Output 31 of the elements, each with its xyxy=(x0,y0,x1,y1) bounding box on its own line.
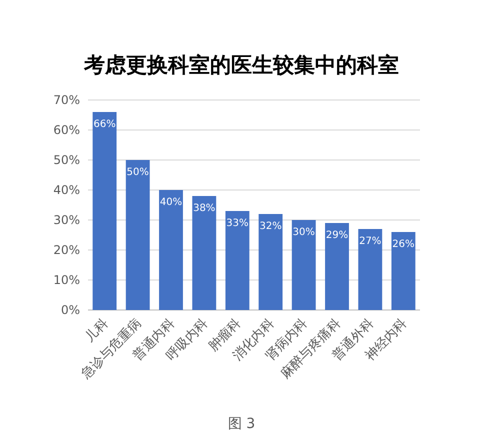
y-tick-label: 40% xyxy=(53,183,80,197)
x-tick-label: 儿科 xyxy=(82,316,112,346)
y-tick-label: 50% xyxy=(53,153,80,167)
data-label: 30% xyxy=(292,227,315,238)
bar xyxy=(192,196,216,310)
chart-title: 考虑更换科室的医生较集中的科室 xyxy=(83,53,399,77)
y-tick-label: 20% xyxy=(53,243,80,257)
y-tick-label: 70% xyxy=(53,93,80,107)
bar xyxy=(92,112,117,310)
bar xyxy=(225,211,250,310)
y-tick-label: 0% xyxy=(60,303,80,317)
bar xyxy=(391,232,416,310)
data-label: 29% xyxy=(326,230,348,241)
bar xyxy=(159,190,183,310)
y-tick-label: 30% xyxy=(53,213,80,227)
caption: 图 3 xyxy=(228,416,256,432)
bar xyxy=(358,229,382,310)
data-label: 50% xyxy=(126,167,149,178)
data-label: 33% xyxy=(226,218,249,229)
y-tick-label: 60% xyxy=(53,123,80,137)
data-label: 32% xyxy=(259,221,282,232)
data-label: 38% xyxy=(193,203,216,214)
bar xyxy=(126,160,150,310)
data-label: 27% xyxy=(359,236,382,247)
bar xyxy=(292,220,316,310)
data-label: 40% xyxy=(160,197,182,208)
bar xyxy=(258,214,283,310)
bar xyxy=(325,223,349,310)
data-label: 26% xyxy=(392,239,415,250)
data-label: 66% xyxy=(93,119,116,130)
y-tick-label: 10% xyxy=(53,273,80,287)
